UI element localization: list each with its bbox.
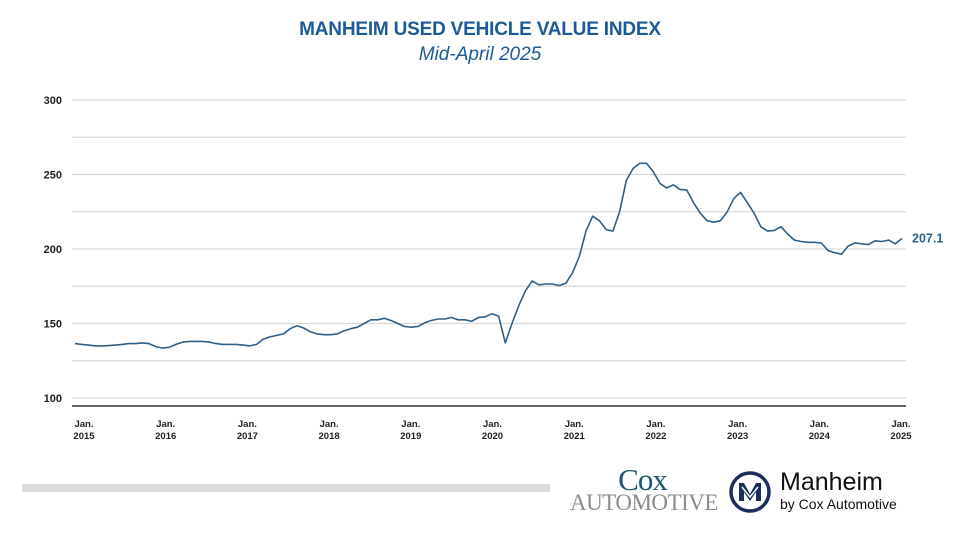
x-tick-month: Jan. (565, 419, 584, 430)
manheim-name: Manheim (780, 468, 883, 496)
x-tick-label: Jan.2015 (73, 419, 95, 442)
x-tick-month: Jan. (728, 419, 747, 430)
x-tick-month: Jan. (646, 419, 665, 430)
y-tick-label: 200 (44, 244, 62, 256)
x-tick-label: Jan.2019 (400, 419, 421, 442)
y-tick-label: 250 (44, 170, 62, 182)
y-tick-label: 100 (44, 393, 62, 405)
y-tick-label: 300 (44, 95, 62, 107)
cox-logo-text: Cox (618, 462, 668, 497)
manheim-m-icon (729, 471, 771, 513)
x-tick-year: 2023 (727, 431, 748, 442)
x-tick-label: Jan.2020 (482, 419, 503, 442)
cox-automotive-logo: Cox Automotive (570, 462, 718, 515)
y-tick-label: 150 (44, 319, 62, 331)
manheim-tagline: by Cox Automotive (780, 496, 897, 512)
x-tick-year: 2021 (564, 431, 586, 442)
series-line (74, 162, 903, 349)
x-tick-label: Jan.2021 (564, 419, 586, 442)
automotive-logo-text: Automotive (570, 490, 718, 515)
x-tick-year: 2019 (400, 431, 421, 442)
end-value-label: 207.1 (912, 231, 943, 245)
x-tick-year: 2015 (73, 431, 95, 442)
x-tick-year: 2024 (809, 431, 831, 442)
x-tick-month: Jan. (74, 419, 93, 430)
x-tick-label: Jan.2023 (727, 419, 748, 442)
x-tick-year: 2020 (482, 431, 503, 442)
x-tick-label: Jan.2018 (319, 419, 340, 442)
x-tick-year: 2016 (155, 431, 176, 442)
x-tick-label: Jan.2022 (645, 419, 666, 442)
x-tick-year: 2022 (645, 431, 666, 442)
x-tick-year: 2017 (237, 431, 258, 442)
footer-divider-bar (22, 484, 550, 492)
chart-subtitle: Mid-April 2025 (418, 44, 542, 65)
chart-title: MANHEIM USED VEHICLE VALUE INDEX (299, 19, 661, 40)
x-tick-month: Jan. (810, 419, 829, 430)
x-tick-month: Jan. (483, 419, 502, 430)
x-tick-label: Jan.2016 (155, 419, 176, 442)
x-tick-label: Jan.2017 (237, 419, 258, 442)
x-tick-month: Jan. (891, 419, 910, 430)
x-tick-label: Jan.2024 (809, 419, 831, 442)
x-tick-month: Jan. (320, 419, 339, 430)
x-tick-year: 2025 (890, 431, 912, 442)
x-tick-month: Jan. (156, 419, 175, 430)
x-tick-label: Jan.2025 (890, 419, 912, 442)
x-tick-month: Jan. (401, 419, 420, 430)
x-tick-month: Jan. (238, 419, 257, 430)
x-tick-year: 2018 (319, 431, 340, 442)
